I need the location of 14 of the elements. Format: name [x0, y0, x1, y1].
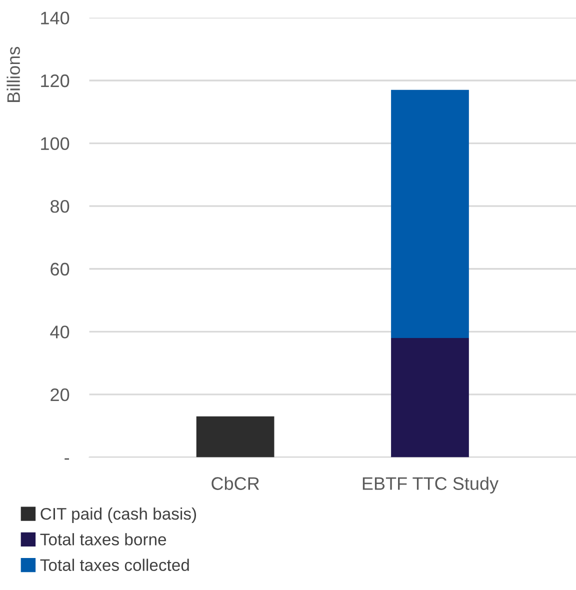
- x-tick-label: CbCR: [212, 476, 260, 490]
- y-tick-label: 80: [50, 200, 70, 213]
- x-tick-label: EBTF TTC Study: [362, 476, 499, 494]
- y-tick-label: 140: [41, 12, 70, 24]
- y-axis-title: Billions: [6, 46, 20, 102]
- y-tick-label: -: [64, 458, 70, 460]
- legend-label: Total taxes collected: [40, 558, 189, 571]
- y-tick-label: 100: [41, 137, 70, 150]
- y-tick-label: 120: [41, 74, 70, 88]
- y-tick-label: 40: [50, 326, 70, 338]
- legend-label: Total taxes borne: [40, 533, 166, 546]
- y-tick-label: 20: [50, 388, 70, 402]
- y-tick-label: 60: [50, 262, 70, 276]
- legend-label: CIT paid (cash basis): [40, 508, 196, 524]
